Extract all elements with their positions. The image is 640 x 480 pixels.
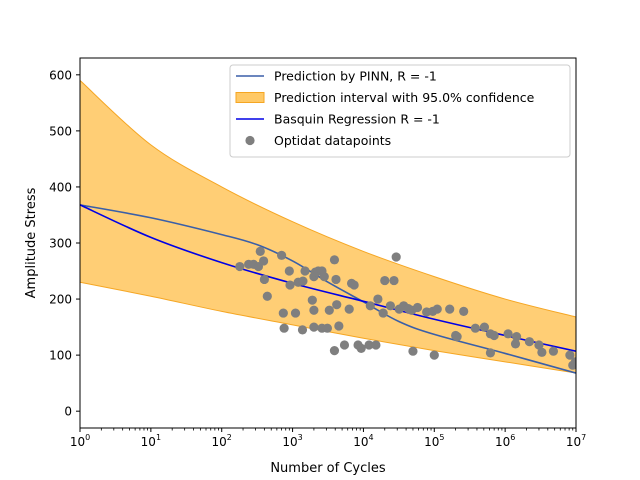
y-tick-label: 400	[49, 180, 72, 194]
data-point	[385, 301, 395, 311]
data-point	[534, 340, 544, 350]
data-point	[371, 340, 381, 350]
x-tick-label: 102	[212, 433, 232, 449]
data-point	[309, 322, 319, 332]
data-point	[277, 250, 287, 260]
data-point	[510, 339, 521, 349]
data-point	[489, 330, 499, 341]
data-point	[380, 275, 390, 286]
data-point	[445, 304, 455, 314]
data-point	[349, 280, 359, 290]
data-point	[511, 332, 522, 342]
y-tick-label: 600	[49, 68, 72, 82]
data-point	[324, 305, 334, 315]
data-point	[290, 308, 301, 318]
data-point	[297, 325, 308, 335]
pinn-prediction-line	[80, 204, 576, 374]
data-point	[332, 300, 342, 310]
y-tick-label: 200	[49, 293, 72, 307]
y-axis: 0 100 200 300 400 500 600	[49, 68, 80, 419]
data-point	[255, 246, 265, 257]
data-point	[344, 304, 354, 314]
data-point	[373, 294, 383, 304]
data-point	[334, 321, 344, 331]
y-tick-label: 300	[49, 237, 72, 251]
data-point	[235, 261, 245, 272]
data-point	[485, 348, 496, 358]
data-point	[331, 274, 341, 285]
x-tick-label: 107	[566, 433, 586, 449]
legend-patch-swatch	[235, 92, 265, 103]
data-point	[356, 343, 366, 353]
x-axis-label: Number of Cycles	[270, 461, 386, 476]
x-axis: 100 101 102 103 104 105 106 107	[70, 428, 586, 449]
data-point	[259, 274, 269, 285]
data-point	[565, 350, 575, 360]
data-point	[285, 280, 295, 290]
data-point	[262, 291, 272, 301]
x-tick-label: 105	[424, 433, 444, 449]
data-point	[429, 350, 439, 360]
data-point	[537, 347, 547, 357]
x-tick-label: 103	[282, 433, 302, 449]
data-point	[339, 340, 350, 350]
data-point	[298, 276, 308, 286]
data-point	[284, 266, 294, 276]
data-point	[548, 346, 559, 356]
x-tick-label: 104	[353, 433, 373, 449]
x-tick-label: 106	[495, 433, 515, 449]
data-point	[259, 256, 269, 266]
data-point	[432, 304, 442, 314]
legend-label: Optidat datapoints	[274, 133, 391, 148]
line-layer	[80, 204, 576, 374]
data-point	[309, 305, 319, 315]
data-point	[319, 272, 329, 282]
legend-label: Basquin Regression R = -1	[274, 112, 440, 127]
y-tick-label: 100	[49, 349, 72, 363]
legend-box	[229, 64, 571, 158]
basquin-regression-line	[80, 204, 576, 352]
data-point	[365, 301, 375, 311]
data-point	[459, 306, 469, 316]
data-point	[389, 275, 399, 286]
x-tick-label: 101	[141, 433, 161, 449]
data-point	[503, 329, 513, 339]
data-point	[279, 323, 289, 333]
data-point	[412, 302, 423, 313]
data-point	[278, 308, 288, 318]
data-point	[524, 337, 535, 347]
data-point	[470, 323, 480, 333]
prediction-interval-upper-edge	[80, 80, 576, 318]
data-point	[452, 332, 462, 342]
data-point	[391, 252, 401, 262]
y-tick-label: 0	[64, 405, 72, 419]
data-point	[307, 295, 317, 305]
y-axis-label: Amplitude Stress	[24, 187, 39, 298]
data-point	[322, 323, 332, 333]
prediction-interval-band	[80, 80, 576, 374]
scatter-layer	[235, 246, 576, 370]
legend-label: Prediction by PINN, R = -1	[274, 69, 437, 84]
data-point	[329, 346, 340, 356]
legend-label: Prediction interval with 95.0% confidenc…	[274, 90, 535, 105]
y-tick-label: 500	[49, 124, 72, 138]
data-point	[408, 346, 418, 356]
data-point	[329, 255, 340, 265]
legend-marker-swatch	[245, 135, 255, 146]
data-point	[570, 357, 576, 367]
data-point	[479, 322, 490, 332]
data-point	[378, 308, 388, 318]
data-point	[364, 340, 374, 350]
x-tick-label: 100	[70, 433, 90, 449]
legend: Prediction by PINN, R = -1 Prediction int…	[229, 64, 571, 158]
plot-area	[79, 57, 577, 429]
data-point	[300, 266, 310, 276]
